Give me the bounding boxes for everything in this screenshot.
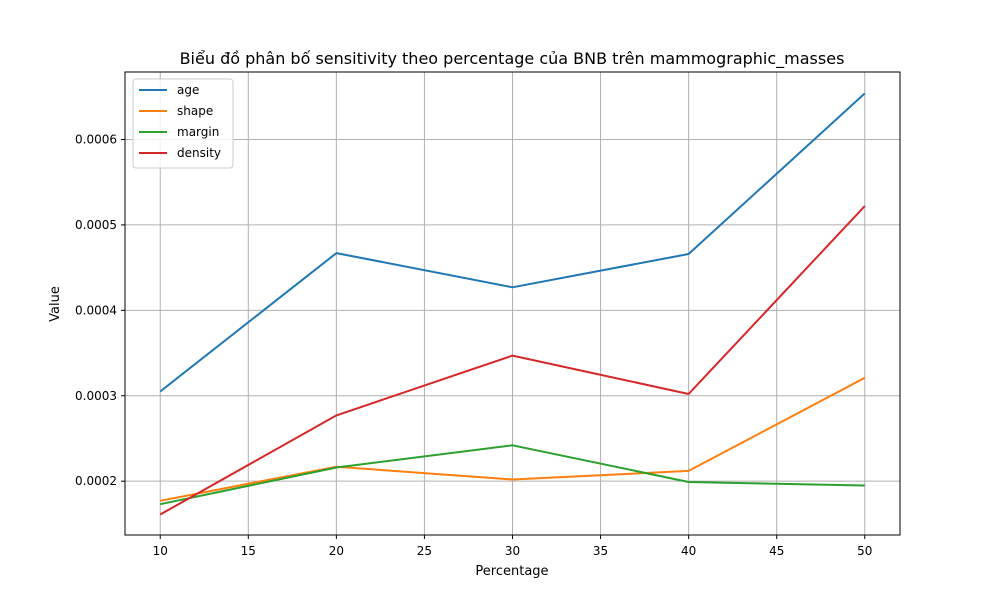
- series-line-margin: [159, 444, 865, 506]
- x-tick-label: 40: [681, 544, 696, 558]
- legend-label-age: age: [177, 83, 199, 97]
- x-tick-label: 20: [329, 544, 344, 558]
- x-tick-label: 35: [593, 544, 608, 558]
- x-tick-label: 10: [153, 544, 168, 558]
- y-axis-label: Value: [48, 286, 63, 322]
- series-line-density: [159, 205, 866, 516]
- legend-label-shape: shape: [177, 104, 213, 118]
- y-tick-label: 0.0006: [75, 132, 117, 146]
- chart-title: Biểu đồ phân bố sensitivity theo percent…: [180, 49, 845, 69]
- x-axis-ticks: 10 15 20 25 30 35 40 45 50: [153, 535, 872, 558]
- x-axis-label: Percentage: [475, 564, 548, 579]
- x-tick-label: 45: [769, 544, 784, 558]
- legend-box: [132, 78, 234, 169]
- y-tick-label: 0.0002: [75, 474, 117, 488]
- y-tick-label: 0.0005: [75, 218, 117, 232]
- legend-label-margin: margin: [177, 125, 219, 139]
- x-tick-label: 30: [505, 544, 520, 558]
- y-tick-label: 0.0003: [75, 389, 117, 403]
- series-line-shape: [160, 376, 866, 502]
- series-lines: [159, 92, 866, 516]
- grid: [125, 72, 900, 535]
- legend-label-density: density: [177, 146, 221, 160]
- legend: age shape margin density: [132, 78, 234, 169]
- x-tick-label: 50: [857, 544, 872, 558]
- y-axis-ticks: 0.0002 0.0003 0.0004 0.0005 0.0006: [75, 132, 125, 488]
- series-line-age: [159, 92, 866, 393]
- y-tick-label: 0.0004: [75, 303, 117, 317]
- x-tick-label: 15: [241, 544, 256, 558]
- x-tick-label: 25: [417, 544, 432, 558]
